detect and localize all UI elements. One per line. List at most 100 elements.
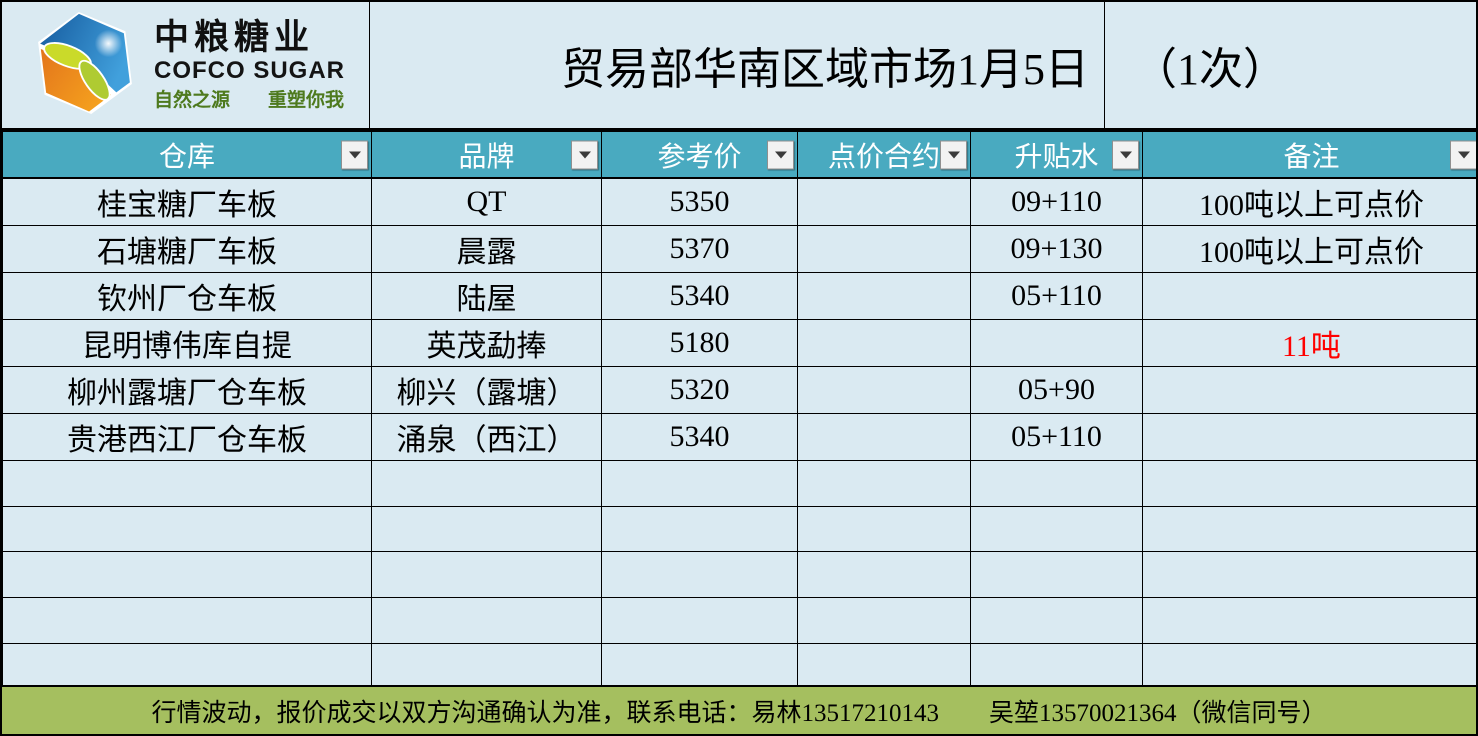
table-cell [1142,642,1476,690]
table-cell: 5370 [601,225,798,273]
table-cell [797,597,971,644]
table-cell: 晨露 [371,225,602,273]
table-row: 贵港西江厂仓车板 涌泉（西江） 5340 05+110 [2,413,1476,461]
title-area: 贸易部华南区域市场1月5日 （1次） [370,2,1476,128]
column-header-label: 品牌 [458,141,515,173]
chevron-down-icon [774,151,787,158]
table-cell [797,505,971,553]
table-cell: 05+90 [970,366,1143,414]
table-cell [797,225,971,273]
column-header-6: 备注 [1142,130,1476,179]
table-row: 桂宝糖厂车板 QT 5350 09+110 100吨以上可点价 [2,177,1476,226]
table-cell [797,272,971,320]
table-cell: 钦州厂仓车板 [2,272,372,320]
table-cell [970,597,1143,644]
table-row [2,597,1476,644]
chevron-down-icon [1457,151,1470,158]
table-row: 石塘糖厂车板 晨露 5370 09+130 100吨以上可点价 [2,225,1476,273]
column-header-4: 点价合约 [797,130,971,179]
brand-slogan: 自然之源 重塑你我 [154,89,345,111]
column-header-3: 参考价 [601,130,798,179]
filter-dropdown-button[interactable] [767,140,794,169]
table-header-row: 仓库 品牌 参考价 点价合约 升贴水 备注 [2,130,1476,179]
cofco-logo-icon [30,8,140,123]
table-cell [970,319,1143,367]
footer-notice-bar: 行情波动，报价成交以双方沟通确认为准，联系电话：易林13517210143 吴堃… [2,685,1476,734]
table-cell [797,366,971,414]
filter-dropdown-button[interactable] [341,140,368,169]
table-cell [2,551,372,599]
table-cell: 09+130 [970,225,1143,273]
table-row [2,505,1476,553]
table-cell: 5340 [601,413,798,461]
table-row: 钦州厂仓车板 陆屋 5340 05+110 [2,272,1476,320]
table-cell: 100吨以上可点价 [1142,225,1476,273]
column-header-label: 仓库 [158,141,215,173]
table-cell: 柳州露塘厂仓车板 [2,366,372,414]
column-header-label: 参考价 [657,141,742,173]
table-cell [1142,366,1476,414]
chevron-down-icon [578,151,591,158]
table-cell [601,505,798,553]
chevron-down-icon [947,151,960,158]
gridline-divider [1104,2,1105,128]
table-cell [371,597,602,644]
table-cell [371,642,602,690]
table-cell: 昆明博伟库自提 [2,319,372,367]
table-cell [601,642,798,690]
table-cell [797,177,971,226]
table-cell: 5340 [601,272,798,320]
table-cell [2,460,372,507]
table-cell: 涌泉（西江） [371,413,602,461]
table-row [2,642,1476,690]
table-cell: 贵港西江厂仓车板 [2,413,372,461]
table-cell [970,642,1143,690]
table-row: 昆明博伟库自提 英茂勐捧 5180 11吨 [2,319,1476,367]
column-header-1: 仓库 [2,130,372,179]
brand-name-cn: 中粮糖业 [154,17,315,57]
column-header-5: 升贴水 [970,130,1143,179]
table-cell: 5180 [601,319,798,367]
table-row [2,551,1476,599]
table-header: 仓库 品牌 参考价 点价合约 升贴水 备注 [2,130,1476,179]
table-cell: 柳兴（露塘） [371,366,602,414]
table-row [2,460,1476,507]
table-row: 柳州露塘厂仓车板 柳兴（露塘） 5320 05+90 [2,366,1476,414]
filter-dropdown-button[interactable] [571,140,598,169]
table-cell [797,460,971,507]
table-cell: 英茂勐捧 [371,319,602,367]
filter-dropdown-button[interactable] [940,140,967,169]
table-cell [797,319,971,367]
table-cell [1142,551,1476,599]
page-title: 贸易部华南区域市场1月5日 [561,45,1089,94]
brand-name-en: COFCO SUGAR [154,57,345,85]
table-cell: 石塘糖厂车板 [2,225,372,273]
table-cell [970,551,1143,599]
table-cell: 桂宝糖厂车板 [2,177,372,226]
table-cell [797,642,971,690]
column-header-2: 品牌 [371,130,602,179]
filter-dropdown-button[interactable] [1450,140,1476,169]
filter-dropdown-button[interactable] [1112,140,1139,169]
table-cell: 11吨 [1142,319,1476,367]
table-cell [970,505,1143,553]
table-cell [1142,597,1476,644]
table-cell [1142,413,1476,461]
table-cell [1142,272,1476,320]
table-cell: 5320 [601,366,798,414]
footer-notice-text: 行情波动，报价成交以双方沟通确认为准，联系电话：易林13517210143 吴堃… [151,699,1327,727]
table-cell [601,460,798,507]
column-header-label: 备注 [1283,141,1340,173]
table-cell [2,505,372,553]
table-cell: 5350 [601,177,798,226]
table-cell: 100吨以上可点价 [1142,177,1476,226]
table-cell: 09+110 [970,177,1143,226]
brand-area: 中粮糖业 COFCO SUGAR 自然之源 重塑你我 [2,2,370,128]
table-cell [1142,460,1476,507]
table-cell [2,597,372,644]
brand-text: 中粮糖业 COFCO SUGAR 自然之源 重塑你我 [154,17,345,111]
table-cell [2,642,372,690]
table-cell: 陆屋 [371,272,602,320]
table-cell [371,505,602,553]
table-cell [797,413,971,461]
